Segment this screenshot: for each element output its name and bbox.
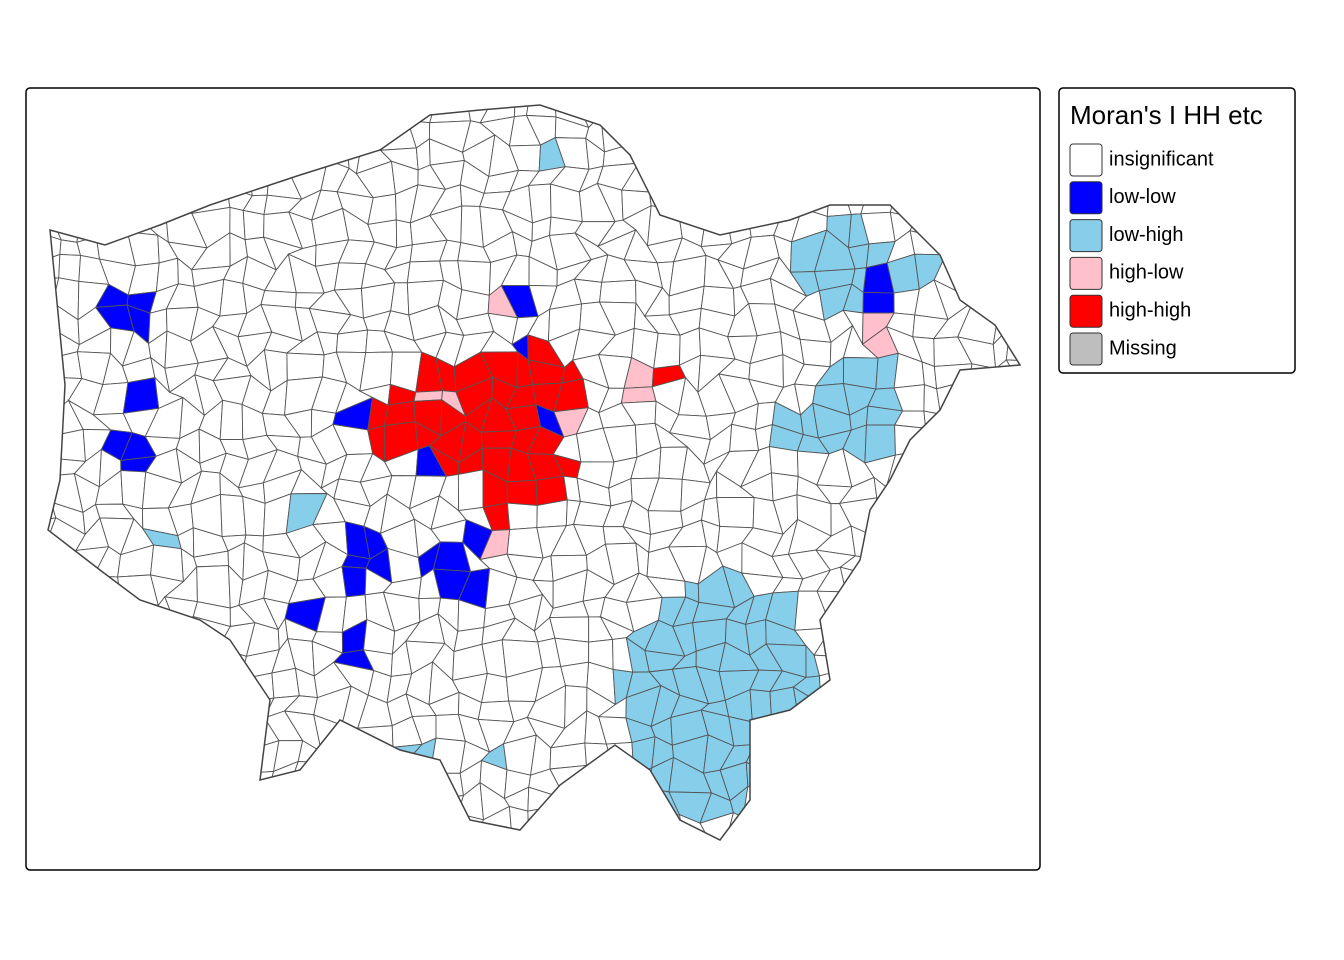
ward [263, 869, 303, 892]
ward [528, 183, 552, 224]
ward [1036, 786, 1071, 818]
ward [333, 262, 367, 291]
ward [799, 338, 832, 368]
ward [768, 446, 799, 477]
ward [341, 566, 367, 598]
legend-swatch [1069, 181, 1103, 215]
legend-frame [1058, 87, 1296, 374]
legend-title: Moran's I HH etc [1070, 100, 1263, 130]
ward [1040, 499, 1069, 529]
ward [1039, 544, 1071, 573]
ward [395, 219, 413, 249]
ward [1039, 525, 1069, 556]
legend-items: insignificant low-low low-high high-low high… [1069, 143, 1214, 366]
london-outline [47, 104, 1022, 841]
legend-label: insignificant [1109, 148, 1214, 170]
ward [406, 260, 445, 284]
ward [1038, 666, 1070, 702]
ward [480, 430, 518, 449]
ward [599, 279, 637, 304]
ward [242, 495, 266, 537]
ward [653, 332, 681, 369]
ward [506, 479, 538, 506]
legend-swatch [1069, 219, 1103, 253]
ward [335, 329, 369, 353]
legend-label: high-high [1109, 299, 1191, 321]
ward [405, 870, 443, 886]
ward [242, 209, 265, 241]
ward [286, 352, 325, 381]
legend-swatch [1069, 256, 1103, 290]
legend-swatch [1069, 143, 1103, 177]
ward [196, 565, 231, 609]
ward [554, 637, 590, 668]
legend-swatch [1069, 332, 1103, 366]
ward [716, 496, 755, 529]
legend-label: high-low [1109, 262, 1184, 284]
ward [271, 667, 300, 699]
ward [477, 700, 515, 723]
ward [506, 502, 538, 531]
ward [457, 469, 484, 512]
ward [122, 377, 160, 414]
legend-label: Missing [1109, 337, 1177, 359]
legend-label: low-high [1109, 224, 1183, 246]
ward [846, 868, 871, 891]
legend-label: low-low [1109, 186, 1176, 208]
ward [219, 399, 244, 440]
legend-swatch [1069, 294, 1103, 328]
ward [620, 386, 657, 404]
ward [220, 493, 247, 538]
ward [549, 742, 587, 770]
ward [862, 291, 895, 314]
ward [560, 661, 590, 688]
ward [1039, 423, 1064, 462]
ward [58, 253, 82, 282]
ward [120, 470, 147, 510]
